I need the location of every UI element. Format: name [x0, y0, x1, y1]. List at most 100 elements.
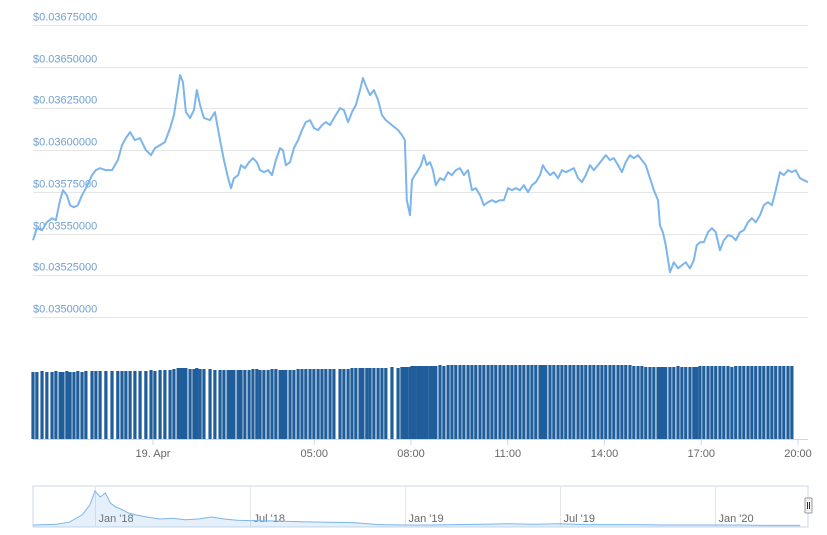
volume-bar — [144, 371, 148, 439]
volume-bar — [648, 367, 652, 439]
volume-bar — [128, 371, 132, 439]
volume-bar — [405, 367, 409, 439]
volume-bar — [434, 366, 438, 439]
volume-bar — [262, 370, 266, 439]
volume-bar — [442, 366, 446, 439]
volume-bar — [710, 366, 714, 439]
volume-bar — [718, 366, 722, 439]
volume-bar — [72, 372, 76, 439]
volume-bar — [396, 368, 400, 439]
volume-bar — [419, 366, 423, 439]
x-tick-label: 05:00 — [300, 448, 328, 460]
volume-bar — [300, 369, 304, 439]
volume-bar — [61, 372, 65, 439]
volume-bar — [428, 366, 432, 439]
volume-bar — [632, 366, 636, 439]
volume-bar — [462, 365, 466, 439]
volume-bar — [658, 367, 662, 439]
volume-bar — [202, 369, 206, 439]
volume-bar — [138, 371, 142, 439]
volume-bar — [372, 368, 376, 439]
volume-bar — [342, 369, 346, 439]
volume-bar — [698, 366, 702, 439]
volume-bar — [50, 372, 54, 439]
volume-bar — [390, 367, 394, 439]
volume-bar — [328, 369, 332, 439]
volume-bar — [620, 365, 624, 439]
volume-bar — [734, 366, 738, 439]
volume-bar — [486, 365, 490, 439]
volume-bar — [284, 370, 288, 439]
volume-bar — [474, 365, 478, 439]
volume-bar — [229, 370, 233, 439]
volume-bar — [332, 369, 336, 439]
volume-bar — [624, 365, 628, 439]
volume-bar — [544, 365, 548, 439]
volume-bar — [76, 371, 80, 439]
volume-bar — [188, 369, 192, 439]
volume-bar — [746, 366, 750, 439]
volume-bar — [458, 365, 462, 439]
volume-bar — [54, 371, 58, 439]
navigator-tick-label: Jan '20 — [719, 513, 754, 525]
volume-bar — [90, 371, 94, 439]
volume-bar — [416, 366, 420, 439]
navigator-handle[interactable] — [804, 497, 813, 514]
volume-bar — [506, 365, 510, 439]
volume-bar — [584, 365, 588, 439]
volume-bar — [361, 368, 365, 439]
navigator-line — [32, 490, 801, 526]
navigator-tick-label: Jan '18 — [99, 513, 134, 525]
volume-bar — [31, 372, 35, 439]
volume-bar — [596, 365, 600, 439]
volume-bar — [600, 365, 604, 439]
x-tick-label: 08:00 — [397, 448, 425, 460]
volume-bar — [498, 365, 502, 439]
volume-bar — [195, 368, 199, 439]
y-tick-label: $0.03675000 — [33, 11, 97, 23]
volume-bar — [466, 365, 470, 439]
volume-bar — [688, 367, 692, 439]
volume-bar — [758, 366, 762, 439]
volume-bar — [158, 370, 162, 439]
volume-bar — [312, 369, 316, 439]
volume-bar — [576, 365, 580, 439]
volume-bar — [560, 365, 564, 439]
volume-bar — [403, 367, 407, 439]
x-tick-label: 20:00 — [784, 448, 812, 460]
volume-bar — [762, 366, 766, 439]
volume-bar — [172, 369, 176, 439]
volume-bar — [652, 367, 656, 439]
volume-bar — [296, 369, 300, 439]
x-tick-label: 19. Apr — [136, 448, 171, 460]
volume-bar — [640, 366, 644, 439]
volume-bar — [534, 365, 538, 439]
volume-bar — [572, 365, 576, 439]
volume-bar — [628, 365, 632, 439]
volume-bar — [239, 370, 243, 439]
volume-bar — [766, 366, 770, 439]
volume-bar — [750, 366, 754, 439]
volume-bar — [541, 365, 545, 439]
volume-bar — [664, 367, 668, 439]
y-tick-label: $0.03625000 — [33, 94, 97, 106]
volume-bar — [656, 367, 660, 439]
volume-bar — [714, 366, 718, 439]
volume-bar — [226, 370, 230, 439]
volume-bar — [208, 369, 212, 439]
volume-bar — [514, 365, 518, 439]
volume-bar — [338, 369, 342, 439]
volume-bar — [163, 370, 167, 439]
volume-bar — [530, 365, 534, 439]
volume-bar — [431, 366, 435, 439]
volume-bar — [274, 369, 278, 439]
volume-bar — [604, 365, 608, 439]
volume-bar — [65, 371, 69, 439]
volume-bar — [184, 368, 188, 439]
volume-bar — [35, 372, 39, 439]
volume-bar — [782, 366, 786, 439]
y-tick-label: $0.03550000 — [33, 220, 97, 232]
volume-bar — [738, 366, 742, 439]
volume-bar — [213, 370, 217, 439]
volume-bar — [181, 368, 185, 439]
